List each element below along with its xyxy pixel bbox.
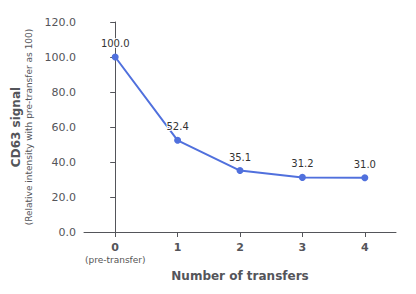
svg-text:60.0: 60.0 <box>52 121 77 134</box>
svg-text:52.4: 52.4 <box>166 121 188 132</box>
svg-text:31.0: 31.0 <box>354 159 376 170</box>
svg-text:40.0: 40.0 <box>52 156 77 169</box>
svg-text:20.0: 20.0 <box>52 191 77 204</box>
svg-text:100.0: 100.0 <box>101 38 130 49</box>
svg-text:(pre-transfer): (pre-transfer) <box>85 255 146 265</box>
svg-text:80.0: 80.0 <box>52 86 77 99</box>
svg-text:35.1: 35.1 <box>229 152 251 163</box>
svg-text:120.0: 120.0 <box>45 16 77 29</box>
svg-text:31.2: 31.2 <box>291 158 313 169</box>
svg-text:100.0: 100.0 <box>45 51 77 64</box>
svg-text:3: 3 <box>299 241 307 254</box>
svg-text:0: 0 <box>111 241 119 254</box>
svg-text:(Relative intensity with pre-t: (Relative intensity with pre-transfer as… <box>24 29 34 226</box>
svg-text:CD63 signal: CD63 signal <box>9 87 23 167</box>
svg-text:Number of transfers: Number of transfers <box>171 269 308 283</box>
svg-text:0.0: 0.0 <box>59 226 77 239</box>
svg-text:1: 1 <box>174 241 182 254</box>
svg-text:4: 4 <box>361 241 369 254</box>
svg-text:2: 2 <box>236 241 244 254</box>
